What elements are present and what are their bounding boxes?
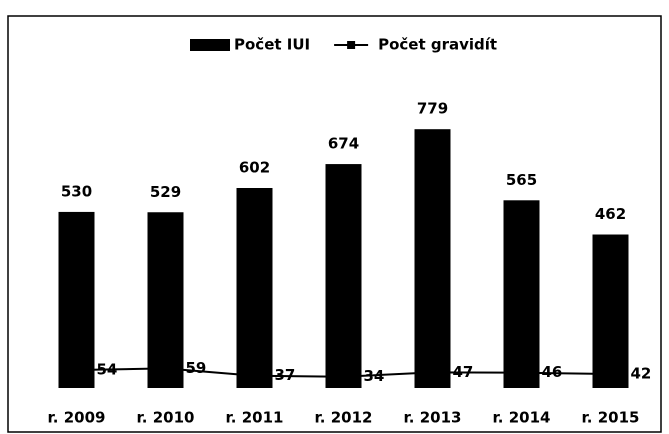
data-label: 59 (186, 359, 207, 377)
x-tick-label: r. 2010 (137, 409, 195, 427)
legend-swatch (190, 39, 230, 51)
legend-label: Počet gravidít (378, 36, 497, 54)
bar (58, 211, 95, 388)
data-label: 34 (364, 367, 385, 385)
line-marker (161, 364, 170, 373)
data-label: 42 (631, 365, 652, 383)
line-marker (250, 371, 259, 380)
data-label: 530 (61, 182, 92, 200)
bar (414, 129, 451, 388)
data-label: 462 (595, 205, 626, 223)
data-label: 37 (275, 366, 296, 384)
bar (236, 188, 273, 388)
data-label: 674 (328, 135, 359, 153)
line-marker (72, 366, 81, 375)
data-label: 565 (506, 171, 537, 189)
legend-marker (347, 41, 356, 49)
bar (503, 200, 540, 388)
x-tick-label: r. 2012 (315, 409, 373, 427)
bar (592, 234, 629, 388)
bar (325, 164, 362, 388)
bar (147, 212, 184, 388)
data-label: 779 (417, 100, 448, 118)
x-tick-label: r. 2013 (404, 409, 462, 427)
line-marker (428, 368, 437, 377)
line-marker (517, 368, 526, 377)
line-marker (606, 370, 615, 379)
x-tick-label: r. 2009 (48, 409, 106, 427)
x-tick-label: r. 2011 (226, 409, 284, 427)
legend-label: Počet IUI (234, 36, 310, 54)
line-marker (339, 372, 348, 381)
data-label: 529 (150, 183, 181, 201)
data-label: 602 (239, 159, 270, 177)
data-label: 47 (453, 363, 474, 381)
x-tick-label: r. 2014 (493, 409, 551, 427)
data-label: 54 (97, 361, 118, 379)
x-tick-label: r. 2015 (582, 409, 640, 427)
data-label: 46 (542, 363, 563, 381)
